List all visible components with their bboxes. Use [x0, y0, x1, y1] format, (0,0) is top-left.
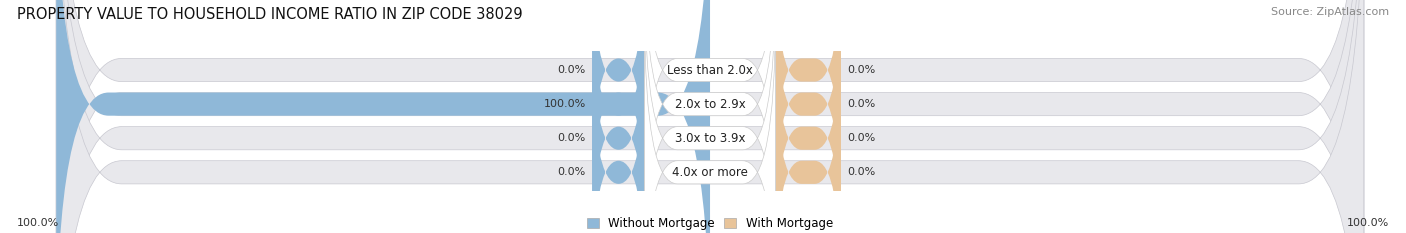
- FancyBboxPatch shape: [776, 0, 841, 229]
- FancyBboxPatch shape: [644, 0, 776, 233]
- FancyBboxPatch shape: [592, 14, 644, 233]
- FancyBboxPatch shape: [644, 0, 776, 233]
- Legend: Without Mortgage, With Mortgage: Without Mortgage, With Mortgage: [588, 217, 832, 230]
- Text: 100.0%: 100.0%: [544, 99, 586, 109]
- FancyBboxPatch shape: [56, 0, 1364, 233]
- FancyBboxPatch shape: [592, 48, 644, 233]
- FancyBboxPatch shape: [592, 0, 644, 195]
- FancyBboxPatch shape: [56, 0, 1364, 233]
- Text: 0.0%: 0.0%: [848, 133, 876, 143]
- FancyBboxPatch shape: [56, 0, 710, 233]
- FancyBboxPatch shape: [644, 14, 776, 233]
- FancyBboxPatch shape: [56, 0, 1364, 233]
- Text: 0.0%: 0.0%: [558, 167, 586, 177]
- Text: 0.0%: 0.0%: [848, 99, 876, 109]
- FancyBboxPatch shape: [776, 14, 841, 233]
- Text: 4.0x or more: 4.0x or more: [672, 166, 748, 179]
- FancyBboxPatch shape: [56, 0, 1364, 233]
- Text: 100.0%: 100.0%: [1347, 218, 1389, 228]
- FancyBboxPatch shape: [592, 0, 644, 229]
- Text: 3.0x to 3.9x: 3.0x to 3.9x: [675, 132, 745, 145]
- Text: 0.0%: 0.0%: [558, 133, 586, 143]
- Text: 0.0%: 0.0%: [558, 65, 586, 75]
- FancyBboxPatch shape: [776, 0, 841, 195]
- Text: Less than 2.0x: Less than 2.0x: [666, 64, 754, 76]
- Text: PROPERTY VALUE TO HOUSEHOLD INCOME RATIO IN ZIP CODE 38029: PROPERTY VALUE TO HOUSEHOLD INCOME RATIO…: [17, 7, 523, 22]
- FancyBboxPatch shape: [776, 48, 841, 233]
- Text: 2.0x to 2.9x: 2.0x to 2.9x: [675, 98, 745, 111]
- Text: 0.0%: 0.0%: [848, 167, 876, 177]
- FancyBboxPatch shape: [644, 0, 776, 229]
- Text: 0.0%: 0.0%: [848, 65, 876, 75]
- Text: Source: ZipAtlas.com: Source: ZipAtlas.com: [1271, 7, 1389, 17]
- Text: 100.0%: 100.0%: [17, 218, 59, 228]
